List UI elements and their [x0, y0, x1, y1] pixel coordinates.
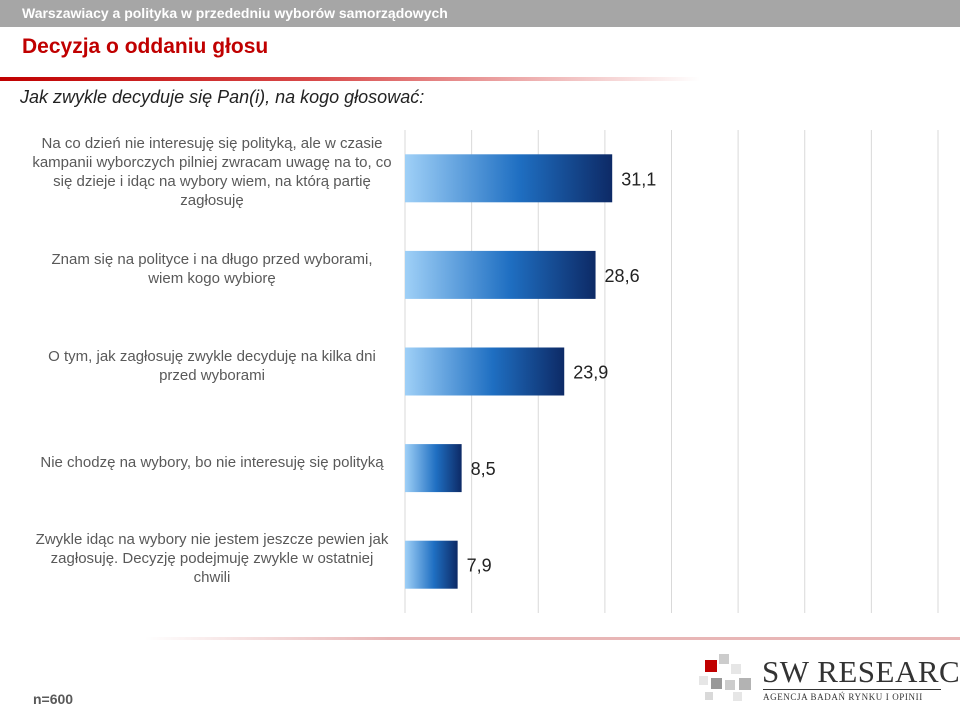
footer-divider: [145, 637, 960, 640]
survey-question: Jak zwykle decyduje się Pan(i), na kogo …: [20, 87, 425, 107]
value-label: 7,9: [467, 556, 492, 576]
bar: [405, 444, 462, 493]
title-divider: [0, 77, 700, 81]
report-title: Warszawiacy a polityka w przededniu wybo…: [22, 5, 448, 21]
category-label: Znam się na polityce i na długo przed wy…: [51, 250, 373, 287]
category-label: Nie chodzę na wybory, bo nie interesuję …: [40, 453, 384, 471]
value-label: 31,1: [621, 169, 656, 189]
bar: [405, 154, 613, 203]
bar: [405, 347, 565, 396]
bar: [405, 250, 596, 299]
category-label: O tym, jak zagłosuję zwykle decyduję na …: [48, 347, 376, 384]
value-label: 8,5: [471, 459, 496, 479]
logo-tagline: AGENCJA BADAŃ RYNKU I OPINII: [763, 689, 941, 702]
logo-name: SW RESEARCH: [762, 654, 960, 689]
slide-title: Decyzja o oddaniu głosu: [22, 35, 269, 58]
value-label: 28,6: [605, 266, 640, 286]
company-logo: SW RESEARCH AGENCJA BADAŃ RYNKU I OPINII: [695, 650, 960, 705]
category-label: Zwykle idąc na wybory nie jestem jeszcze…: [35, 531, 389, 587]
category-label: Na co dzień nie interesuję się polityką,…: [32, 135, 392, 210]
value-label: 23,9: [573, 363, 608, 383]
header-bar: Warszawiacy a polityka w przededniu wybo…: [0, 0, 960, 27]
bar: [405, 540, 458, 589]
sample-size: n=600: [33, 691, 74, 707]
logo-squares-icon: [699, 654, 751, 701]
